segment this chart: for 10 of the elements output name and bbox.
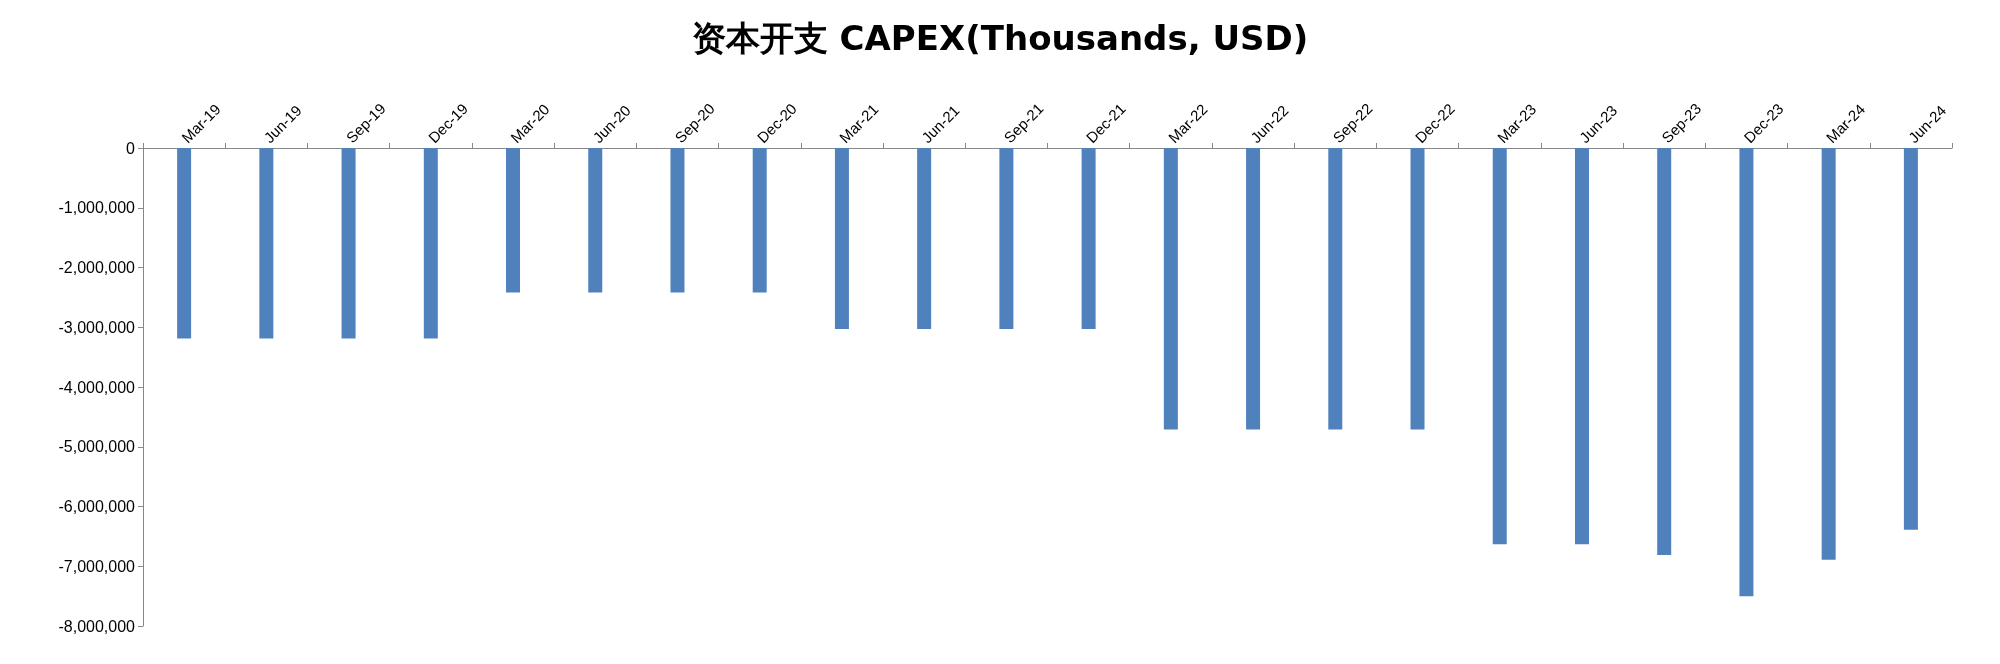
chart-title: 资本开支 CAPEX(Thousands, USD) [691, 18, 1309, 58]
y-tick-label: -7,000,000 [58, 557, 136, 575]
y-tick-label: 0 [126, 139, 136, 157]
y-tick-label: -8,000,000 [58, 617, 136, 635]
y-tick-label: -5,000,000 [58, 438, 136, 456]
y-tick-label: -3,000,000 [58, 318, 136, 336]
y-tick-label: -6,000,000 [58, 498, 136, 515]
y-tick-label: -4,000,000 [58, 378, 136, 396]
y-tick-label: -1,000,000 [58, 199, 136, 217]
y-tick-label: -2,000,000 [58, 259, 136, 276]
